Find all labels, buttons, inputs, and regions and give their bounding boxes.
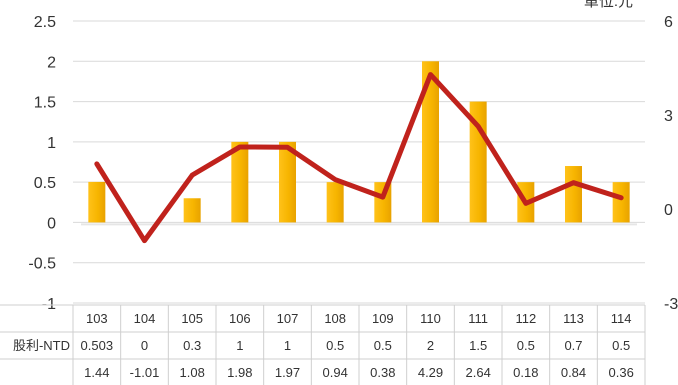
line-point-111 [477,125,479,127]
line-point-104 [144,240,145,242]
bar-107 [279,141,296,223]
table-cell: 0.5 [374,338,392,353]
line-point-114 [620,197,622,199]
bar-106 [231,141,249,223]
y-left-tick-label: 1 [47,135,56,152]
x-category-label: 106 [229,311,251,326]
x-category-label: 107 [277,311,299,326]
line-point-105 [191,174,193,176]
table-cell: 1.44 [84,365,109,380]
line-point-107 [287,146,288,148]
table-cell: 0.84 [561,365,586,380]
table-cell: 0.3 [183,338,201,353]
x-category-label: 110 [420,311,441,326]
line-point-113 [573,182,574,184]
x-category-label: 111 [468,311,488,326]
table-cell: 1 [236,338,243,353]
bar-105 [183,198,201,223]
x-category-label: 105 [181,311,203,326]
bar-110 [422,61,439,223]
y-left-tick-label: 0 [47,215,56,232]
line-point-106 [239,146,241,148]
table-cell: 4.29 [418,365,443,380]
line-point-110 [430,74,431,76]
table-cell: 1.97 [275,365,300,380]
x-category-label: 113 [563,311,584,326]
line-point-108 [334,179,336,181]
table-cell: 0.38 [370,365,395,380]
table-cell: 0.94 [323,365,348,380]
y-right-tick-label: -3 [664,296,678,313]
table-cell: 2.64 [466,365,491,380]
table-cell: 1.08 [180,365,205,380]
earnings-line-path [94,72,624,244]
y-left-tick-label: -0.5 [28,256,56,273]
x-category-label: 109 [372,311,394,326]
y-right-tick-label: 0 [664,202,673,219]
table-cell: 0.5 [517,338,535,353]
unit-label: 單位:元 [584,0,633,10]
table-cell: -1.01 [130,365,160,380]
table-cell: 0.36 [609,365,634,380]
line-point-103 [96,163,98,165]
x-category-label: 104 [134,311,156,326]
table-cell: 1 [284,338,291,353]
x-category-label: 108 [324,311,346,326]
table-cell: 0 [141,338,148,353]
line-point-109 [382,196,384,198]
earnings-line [94,72,624,244]
x-category-label: 114 [611,311,632,326]
table-cell: 1.98 [227,365,252,380]
table-cell: 2 [427,338,434,353]
y-left-tick-label: 0.5 [34,175,56,192]
bar-113 [565,166,582,223]
y-right-tick-label: 3 [664,108,673,125]
table-cell: 1.5 [469,338,487,353]
left-y-axis: 2.521.510.50-0.5-1 [28,14,56,313]
table-cell: 0.18 [513,365,538,380]
x-category-label: 112 [515,311,536,326]
data-table: 103 104 105 106 107 108 109 110 111 112 113 114股利-N… [0,304,646,385]
right-y-axis: 6 3 0 -3 [664,14,678,313]
x-category-label: 103 [86,311,108,326]
y-left-tick-label: 2 [47,54,56,71]
y-left-tick-label: 1.5 [34,95,56,112]
bar-108 [326,182,344,223]
table-cell: 0.5 [326,338,344,353]
gridlines [73,20,645,304]
y-left-tick-label: 2.5 [34,14,56,31]
table-row-label: 股利-NTD [13,338,70,353]
y-right-tick-label: 6 [664,14,673,31]
dividend-bars [81,61,637,226]
table-cell: 0.7 [564,338,582,353]
bar-114 [612,182,630,223]
bar-103 [88,181,106,223]
table-cell: 0.503 [81,338,114,353]
table-cell: 0.5 [612,338,630,353]
line-point-112 [525,202,527,204]
